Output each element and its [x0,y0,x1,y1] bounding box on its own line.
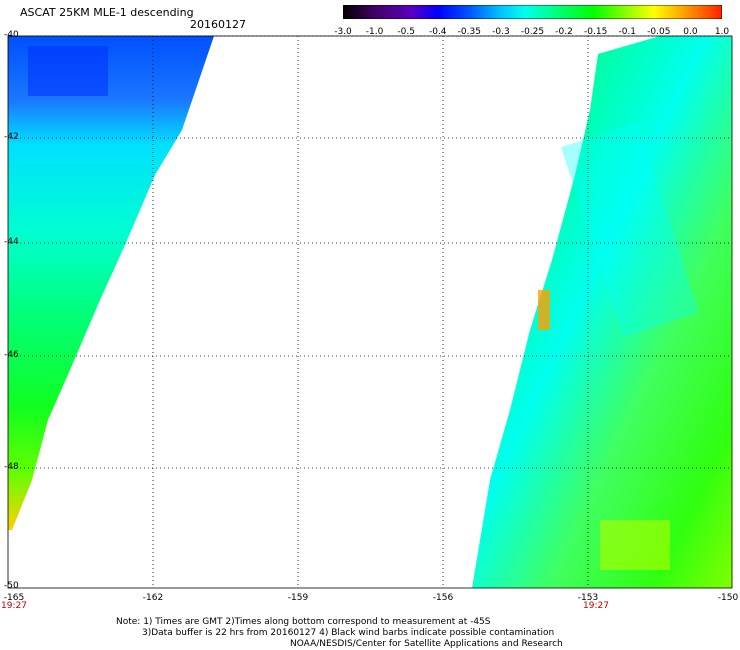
lat-label: -42 [4,132,19,142]
colorbar-tick-label: -0.1 [618,27,637,37]
right-swath [472,36,732,588]
map-frame [7,35,733,589]
lon-label: -162 [142,593,164,603]
product-title: ASCAT 25KM MLE-1 descending [20,6,194,19]
footer-note-1: Note: 1) Times are GMT 2)Times along bot… [116,617,491,627]
left-swath [8,36,214,530]
colorbar-tick-label: -0.05 [647,27,671,37]
colorbar-tick-label: -1.0 [365,27,384,37]
lat-label: -44 [4,237,19,247]
lon-label: -165 [3,593,25,603]
colorbar-tick-label: -0.2 [555,27,573,37]
colorbar-tick-label: -0.35 [457,27,481,37]
product-date: 20160127 [190,18,246,31]
colorbar-tick-label: -0.15 [584,27,608,37]
right-swath-yellow-patch [600,520,670,570]
right-swath-cyan-band [561,122,699,338]
lon-label: -159 [287,593,309,603]
footer-credit: NOAA/NESDIS/Center for Satellite Applica… [290,639,563,649]
colorbar-tick-label: 1.0 [714,27,730,37]
colorbar-tick-label: -0.25 [520,27,545,37]
lat-label: -46 [4,350,19,360]
lon-label: -150 [717,593,739,603]
lat-label: -50 [4,581,19,591]
left-swath-blue-patch [28,46,108,96]
right-swath-edge-orange [538,290,550,330]
colorbar-tick-label: 0.0 [683,27,698,37]
footer-note-2: 3)Data buffer is 22 hrs from 20160127 4)… [142,628,555,638]
colorbar-tick-label: -0.4 [428,27,447,37]
lat-label: -40 [4,30,19,40]
lon-label: -153 [577,593,599,603]
time-label: 19:27 [583,601,609,611]
time-label: 19:27 [1,601,27,611]
colorbar [343,5,722,19]
lon-label: -156 [432,593,454,603]
colorbar-tick-label: -0.3 [492,27,510,37]
lat-label: -48 [4,462,19,472]
colorbar-tick-label: -0.5 [397,27,415,37]
colorbar-tick-label: -3.0 [334,27,352,37]
